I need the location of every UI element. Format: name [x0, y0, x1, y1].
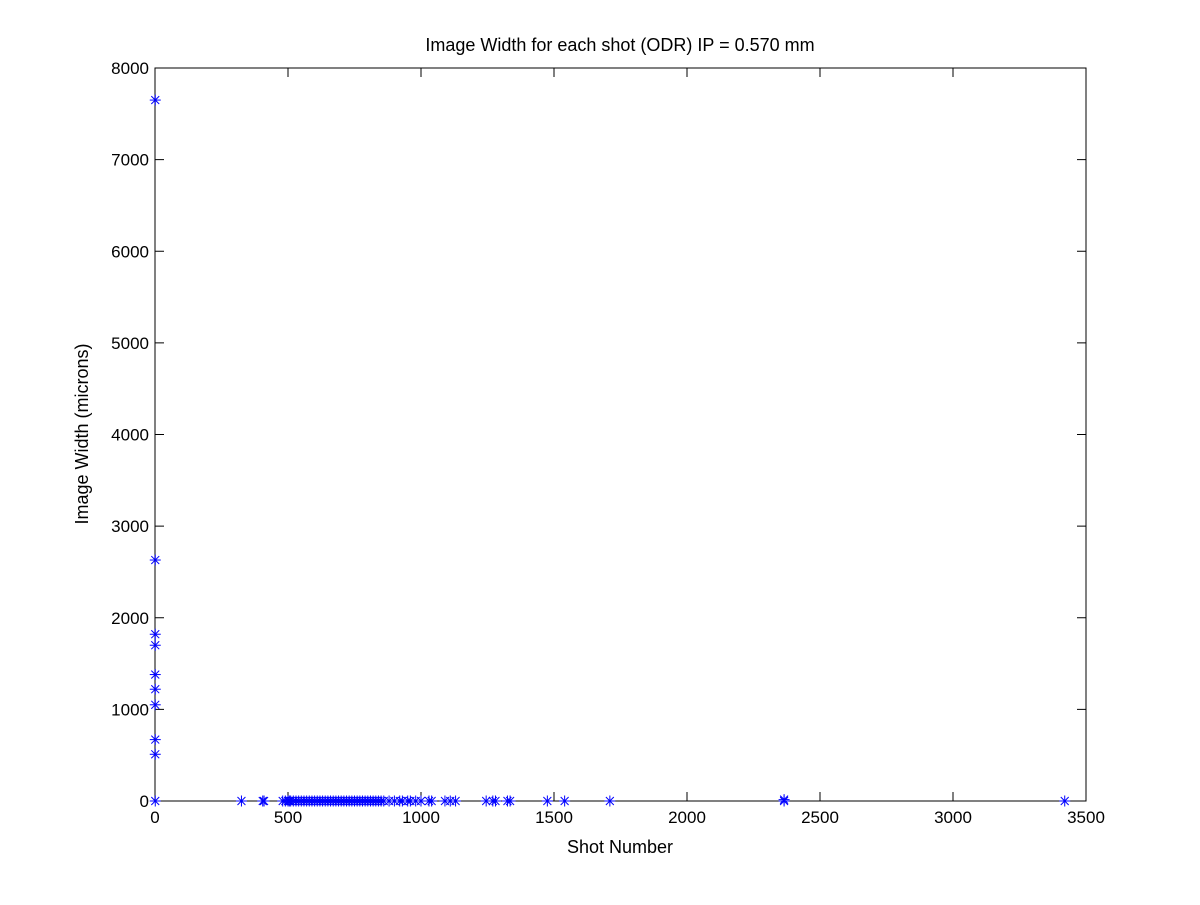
data-point: [559, 795, 571, 807]
y-tick-label: 0: [140, 792, 149, 811]
y-tick-label: 7000: [111, 151, 149, 170]
x-tick-label: 500: [274, 808, 302, 827]
y-tick-label: 6000: [111, 242, 149, 261]
data-point: [604, 795, 616, 807]
y-tick-label: 1000: [111, 700, 149, 719]
data-point: [149, 734, 161, 746]
plot-area: [154, 67, 1087, 802]
x-tick-label: 1000: [402, 808, 440, 827]
data-point: [149, 699, 161, 711]
y-axis-tick-labels: 0 1000 2000 3000 4000 5000 6000 7000 8000: [111, 59, 149, 811]
y-tick-label: 8000: [111, 59, 149, 78]
data-point: [450, 795, 462, 807]
y-tick-label: 4000: [111, 426, 149, 445]
x-tick-label: 2000: [668, 808, 706, 827]
data-point: [426, 795, 438, 807]
data-point: [778, 794, 790, 806]
chart-title: Image Width for each shot (ODR) IP = 0.5…: [425, 35, 814, 55]
x-tick-label: 3000: [934, 808, 972, 827]
data-point: [149, 554, 161, 566]
data-point: [541, 795, 553, 807]
y-axis-title: Image Width (microns): [72, 343, 92, 524]
data-point: [149, 795, 161, 807]
data-point: [480, 795, 492, 807]
data-point: [149, 628, 161, 640]
data-point: [1059, 795, 1071, 807]
data-point: [149, 639, 161, 651]
data-point: [149, 669, 161, 681]
x-axis-tick-labels: 0 500 1000 1500 2000 2500 3000 3500: [150, 808, 1105, 827]
data-point: [149, 683, 161, 695]
data-point: [235, 795, 247, 807]
axis-ticks: [154, 67, 1087, 802]
data-point: [149, 748, 161, 760]
x-tick-label: 0: [150, 808, 159, 827]
y-tick-label: 5000: [111, 334, 149, 353]
y-tick-label: 2000: [111, 609, 149, 628]
data-point: [489, 795, 501, 807]
data-point: [149, 94, 161, 106]
data-points: [149, 94, 1071, 807]
x-axis-title: Shot Number: [567, 837, 673, 857]
data-point: [504, 795, 516, 807]
y-tick-label: 3000: [111, 517, 149, 536]
x-tick-label: 1500: [535, 808, 573, 827]
data-point: [258, 795, 270, 807]
x-tick-label: 3500: [1067, 808, 1105, 827]
x-tick-label: 2500: [801, 808, 839, 827]
